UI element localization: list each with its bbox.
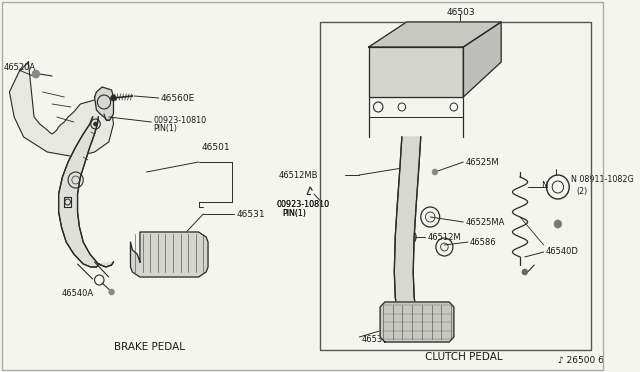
Text: 00923-10810: 00923-10810 xyxy=(276,199,329,208)
Circle shape xyxy=(109,289,115,295)
Circle shape xyxy=(432,169,438,175)
Text: 00923-10810: 00923-10810 xyxy=(276,199,329,208)
Circle shape xyxy=(522,269,527,275)
Text: PIN(1): PIN(1) xyxy=(283,208,307,218)
Text: PIN(1): PIN(1) xyxy=(283,208,307,218)
Text: 46520A: 46520A xyxy=(4,62,36,71)
Circle shape xyxy=(93,122,97,126)
Polygon shape xyxy=(59,117,113,267)
Text: 46525MA: 46525MA xyxy=(465,218,504,227)
Text: 46531N: 46531N xyxy=(361,334,394,343)
Text: (2): (2) xyxy=(577,186,588,196)
Circle shape xyxy=(111,95,116,101)
Text: N 08911-1082G: N 08911-1082G xyxy=(571,174,634,183)
Text: CLUTCH PEDAL: CLUTCH PEDAL xyxy=(424,352,502,362)
Text: ♪ 26500 6: ♪ 26500 6 xyxy=(558,356,604,365)
Text: 46501: 46501 xyxy=(202,142,230,151)
Text: N: N xyxy=(541,180,548,189)
Text: 46531: 46531 xyxy=(236,209,265,218)
Polygon shape xyxy=(463,22,501,97)
Polygon shape xyxy=(369,47,463,97)
Polygon shape xyxy=(131,232,208,277)
Text: 46503: 46503 xyxy=(446,7,475,16)
Text: 46512MB: 46512MB xyxy=(279,170,319,180)
Polygon shape xyxy=(10,62,113,157)
Circle shape xyxy=(554,220,562,228)
Bar xyxy=(319,22,591,350)
Polygon shape xyxy=(394,137,420,327)
Polygon shape xyxy=(369,22,501,47)
Text: 46560E: 46560E xyxy=(161,93,195,103)
Polygon shape xyxy=(380,302,454,342)
Text: 46512M: 46512M xyxy=(428,232,461,241)
Circle shape xyxy=(32,70,40,78)
Text: 46586: 46586 xyxy=(470,237,497,247)
Text: 46540D: 46540D xyxy=(545,247,579,257)
Polygon shape xyxy=(95,87,113,120)
Text: 46540A: 46540A xyxy=(61,289,93,298)
Text: BRAKE PEDAL: BRAKE PEDAL xyxy=(114,342,185,352)
Text: PIN(1): PIN(1) xyxy=(153,124,177,132)
Text: 46525M: 46525M xyxy=(465,157,499,167)
Text: 00923-10810: 00923-10810 xyxy=(153,115,206,125)
